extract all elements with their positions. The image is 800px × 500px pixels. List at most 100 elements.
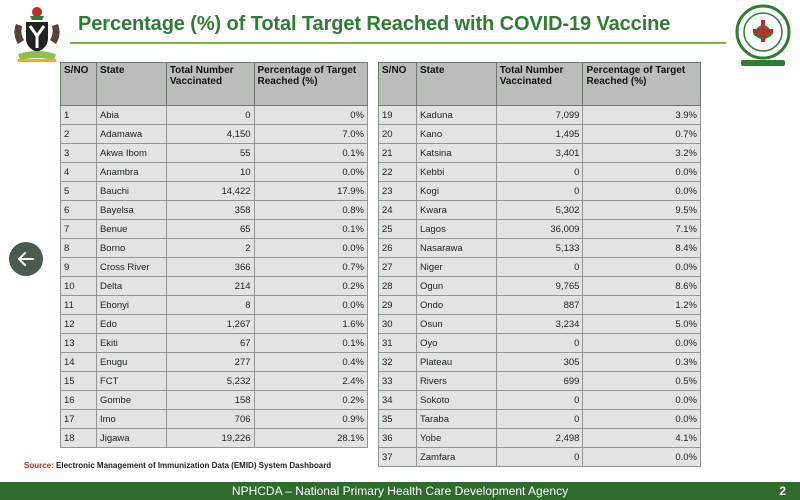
cell-vaccinated: 5,232	[165, 371, 255, 391]
cell-vaccinated: 706	[165, 409, 255, 429]
table-row: 22 Kebbi 0 0.0%	[378, 162, 701, 182]
table-row: 8 Borno 2 0.0%	[60, 238, 369, 258]
cell-state: Lagos	[415, 219, 497, 239]
cell-sno: 32	[378, 352, 417, 372]
cell-percentage: 9.5%	[582, 200, 701, 220]
cell-sno: 24	[378, 200, 417, 220]
cell-state: Kebbi	[415, 162, 497, 182]
cell-sno: 30	[378, 314, 417, 334]
cell-state: Edo	[95, 314, 167, 334]
cell-vaccinated: 2	[165, 238, 255, 258]
table-row: 21 Katsina 3,401 3.2%	[378, 143, 701, 163]
cell-vaccinated: 0	[495, 390, 584, 410]
table-row: 16 Gombe 158 0.2%	[60, 390, 369, 410]
cell-state: Anambra	[95, 162, 167, 182]
table-row: 29 Ondo 887 1.2%	[378, 295, 701, 315]
cell-sno: 12	[60, 314, 97, 334]
cell-state: Plateau	[415, 352, 497, 372]
cell-sno: 5	[60, 181, 97, 201]
cell-vaccinated: 3,234	[495, 314, 584, 334]
cell-percentage: 5.0%	[582, 314, 701, 334]
table-row: 18 Jigawa 19,226 28.1%	[60, 428, 369, 448]
table-row: 26 Nasarawa 5,133 8.4%	[378, 238, 701, 258]
cell-state: Ondo	[415, 295, 497, 315]
cell-percentage: 8.4%	[582, 238, 701, 258]
cell-vaccinated: 358	[165, 200, 255, 220]
cell-sno: 15	[60, 371, 97, 391]
cell-state: Abia	[95, 105, 167, 125]
table-row: 2 Adamawa 4,150 7.0%	[60, 124, 369, 144]
cell-sno: 13	[60, 333, 97, 353]
cell-percentage: 0%	[253, 105, 369, 125]
cell-state: Benue	[95, 219, 167, 239]
cell-state: Kaduna	[415, 105, 497, 125]
table-row: 28 Ogun 9,765 8.6%	[378, 276, 701, 296]
table-row: 34 Sokoto 0 0.0%	[378, 390, 701, 410]
cell-sno: 29	[378, 295, 417, 315]
cell-vaccinated: 0	[495, 181, 584, 201]
cell-sno: 10	[60, 276, 97, 296]
cell-percentage: 0.0%	[582, 409, 701, 429]
cell-sno: 4	[60, 162, 97, 182]
table-row: 35 Taraba 0 0.0%	[378, 409, 701, 429]
table-row: 25 Lagos 36,009 7.1%	[378, 219, 701, 239]
title-underline	[70, 42, 726, 44]
cell-vaccinated: 65	[165, 219, 255, 239]
cell-vaccinated: 1,495	[495, 124, 584, 144]
col-header-state: State	[95, 62, 167, 106]
nigeria-coat-of-arms-icon	[14, 7, 60, 62]
cell-state: Sokoto	[415, 390, 497, 410]
cell-state: Rivers	[415, 371, 497, 391]
cell-sno: 36	[378, 428, 417, 448]
footer-agency-name: NPHCDA – National Primary Health Care De…	[231, 484, 569, 498]
source-note: Source: Electronic Management of Immuniz…	[24, 461, 331, 470]
cell-sno: 21	[378, 143, 417, 163]
cell-percentage: 7.1%	[582, 219, 701, 239]
cell-vaccinated: 67	[165, 333, 255, 353]
cell-percentage: 17.9%	[253, 181, 369, 201]
table-row: 30 Osun 3,234 5.0%	[378, 314, 701, 334]
table-row: 32 Plateau 305 0.3%	[378, 352, 701, 372]
table-row: 36 Yobe 2,498 4.1%	[378, 428, 701, 448]
cell-vaccinated: 699	[495, 371, 584, 391]
table-row: 9 Cross River 366 0.7%	[60, 257, 369, 277]
vaccination-table-left: S/NO State Total Number Vaccinated Perce…	[60, 62, 369, 448]
cell-state: Adamawa	[95, 124, 167, 144]
cell-vaccinated: 0	[495, 333, 584, 353]
table-row: 6 Bayelsa 358 0.8%	[60, 200, 369, 220]
table-row: 31 Oyo 0 0.0%	[378, 333, 701, 353]
cell-state: Oyo	[415, 333, 497, 353]
cell-state: Gombe	[95, 390, 167, 410]
cell-sno: 14	[60, 352, 97, 372]
cell-sno: 27	[378, 257, 417, 277]
cell-percentage: 0.7%	[253, 257, 369, 277]
cell-vaccinated: 0	[495, 409, 584, 429]
cell-sno: 18	[60, 428, 97, 448]
cell-vaccinated: 214	[165, 276, 255, 296]
back-button[interactable]	[9, 242, 43, 276]
cell-vaccinated: 14,422	[165, 181, 255, 201]
cell-percentage: 0.2%	[253, 276, 369, 296]
arrow-left-icon	[18, 252, 34, 266]
col-header-vaccinated: Total Number Vaccinated	[165, 62, 255, 106]
cell-state: Ebonyi	[95, 295, 167, 315]
cell-state: Zamfara	[415, 447, 497, 467]
cell-percentage: 0.1%	[253, 333, 369, 353]
cell-sno: 34	[378, 390, 417, 410]
cell-state: Delta	[95, 276, 167, 296]
col-header-sno: S/NO	[378, 62, 417, 106]
cell-sno: 25	[378, 219, 417, 239]
table-row: 24 Kwara 5,302 9.5%	[378, 200, 701, 220]
cell-sno: 1	[60, 105, 97, 125]
source-label: Source:	[24, 461, 54, 470]
cell-percentage: 0.7%	[582, 124, 701, 144]
table-row: 10 Delta 214 0.2%	[60, 276, 369, 296]
cell-state: Jigawa	[95, 428, 167, 448]
cell-state: Borno	[95, 238, 167, 258]
cell-percentage: 0.0%	[582, 333, 701, 353]
col-header-state: State	[415, 62, 497, 106]
cell-percentage: 2.4%	[253, 371, 369, 391]
cell-state: Nasarawa	[415, 238, 497, 258]
table-row: 15 FCT 5,232 2.4%	[60, 371, 369, 391]
cell-vaccinated: 0	[495, 162, 584, 182]
